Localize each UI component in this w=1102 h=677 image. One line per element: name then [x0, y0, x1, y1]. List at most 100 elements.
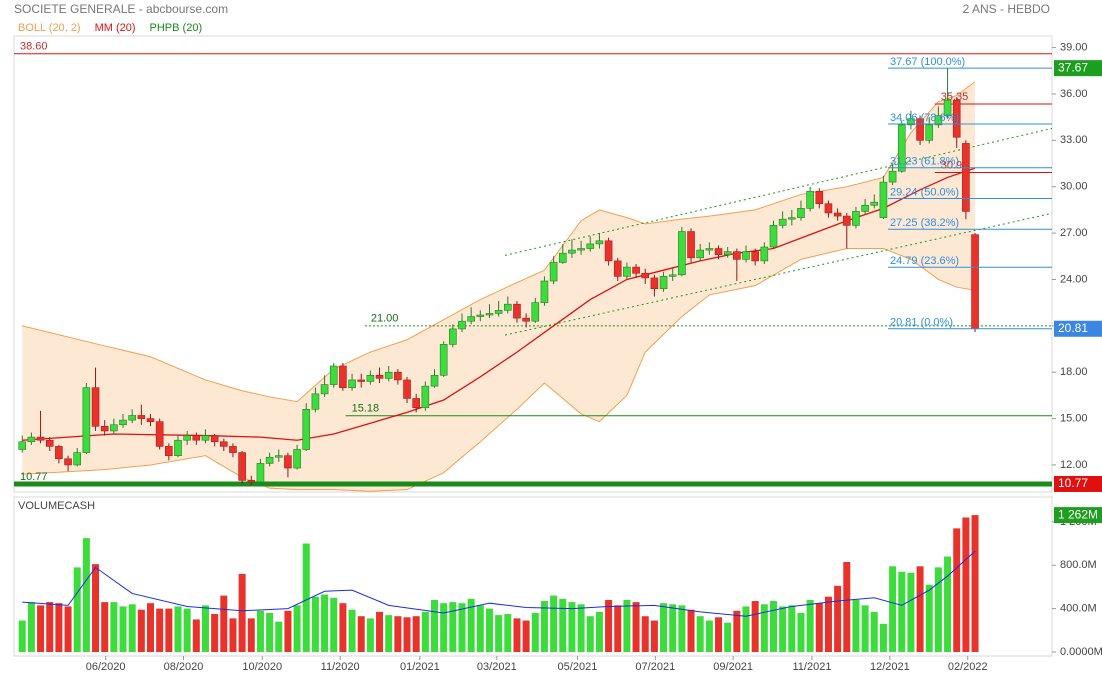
level-label: 21.00: [371, 313, 399, 325]
volume-bar: [256, 610, 264, 652]
volume-bar: [266, 612, 274, 652]
volume-bar: [284, 610, 292, 652]
volume-bar: [156, 608, 164, 652]
volume-bar: [101, 602, 109, 652]
volume-bar: [220, 595, 228, 652]
candle-body: [45, 439, 54, 447]
candle-body: [412, 398, 420, 409]
volume-bar: [449, 602, 457, 652]
candle-body: [467, 316, 475, 322]
price-pane: [13, 35, 1053, 493]
volume-bar: [147, 603, 155, 652]
candle-body: [165, 446, 173, 456]
x-tick-label: 11/2021: [792, 661, 831, 673]
volume-bar: [37, 605, 45, 652]
volume-bar: [641, 616, 649, 652]
candle-body: [687, 231, 695, 259]
volume-bar: [330, 597, 338, 652]
candle-body: [659, 276, 668, 290]
volume-bar: [376, 611, 384, 652]
volume-bar: [504, 614, 512, 652]
volume-bar: [431, 599, 439, 652]
bollinger-band: [22, 81, 976, 492]
volume-bar: [357, 616, 365, 652]
volume-bar: [495, 615, 503, 652]
volume-bar: [440, 603, 448, 652]
volume-bar: [586, 616, 594, 652]
volume-badge-label: 1 262M: [1058, 507, 1098, 521]
candle-body: [329, 365, 338, 385]
candle-body: [815, 191, 824, 205]
candle-body: [870, 201, 879, 206]
volume-bar: [339, 603, 347, 652]
volume-bar: [788, 605, 796, 652]
price-badge-label: 10.77: [1058, 476, 1088, 490]
volume-bar: [595, 611, 603, 652]
volume-bar: [458, 603, 466, 652]
volume-bar: [870, 611, 878, 652]
volume-bar: [229, 618, 237, 652]
volume-bar: [577, 604, 585, 652]
volume-bar: [632, 602, 640, 652]
x-tick-label: 09/2021: [713, 661, 753, 673]
x-tick-label: 01/2021: [400, 661, 440, 673]
x-tick-label: 11/2020: [321, 661, 360, 673]
level-label: 38.60: [20, 41, 48, 53]
volume-bar: [55, 603, 63, 652]
candle-body: [852, 211, 860, 226]
y-tick-label: 15.00: [1060, 412, 1088, 424]
candle-body: [842, 215, 851, 226]
candle-body: [861, 204, 869, 212]
fib-label: 34.06 (78.6%): [890, 112, 959, 124]
candle-body: [714, 248, 723, 256]
candle-body: [549, 262, 558, 282]
candle-body: [265, 456, 274, 464]
candle-body: [210, 435, 219, 443]
pane-title: VOLUMECASH: [18, 500, 95, 512]
candle-body: [613, 260, 622, 277]
volume-bar: [412, 616, 420, 652]
volume-bar: [925, 584, 933, 652]
candle-body: [394, 371, 402, 381]
volume-bar: [879, 623, 887, 652]
candle-body: [91, 387, 100, 427]
candle-body: [403, 379, 411, 399]
candle-body: [320, 384, 329, 395]
y-tick-label: 800.0M: [1060, 559, 1097, 571]
price-badge: [1054, 60, 1102, 77]
candle-body: [531, 302, 540, 322]
candle-body: [100, 426, 109, 432]
candle-body: [833, 212, 842, 217]
candle-body: [274, 455, 283, 458]
volume-bar: [687, 609, 695, 652]
volume-bar: [128, 604, 136, 652]
volume-pane: [13, 496, 1053, 657]
volume-bar: [568, 602, 576, 652]
candle-body: [238, 452, 246, 481]
candle-body: [897, 124, 906, 172]
candle-body: [155, 421, 164, 447]
candle-body: [366, 374, 375, 382]
volume-bar: [275, 621, 283, 652]
fib-label: 31.23 (61.8%): [890, 156, 959, 168]
volume-average: [22, 550, 976, 617]
fib-label: 20.81 (0.0%): [890, 317, 953, 329]
volume-bar: [953, 528, 961, 652]
x-tick-label: 12/2021: [870, 661, 910, 673]
volume-bar: [137, 609, 145, 652]
volume-bar: [476, 605, 484, 652]
chart-title: SOCIETE GENERALE - abcbourse.com: [14, 2, 228, 16]
volume-bar: [302, 543, 310, 652]
y-tick-label: 12.00: [1060, 459, 1088, 471]
volume-bar: [321, 594, 329, 652]
price-badge: [1054, 320, 1102, 337]
volume-bar: [944, 556, 952, 652]
candle-body: [137, 415, 146, 419]
candle-body: [678, 231, 686, 276]
candle-body: [293, 449, 301, 469]
price-badge-label: 20.81: [1058, 321, 1088, 335]
candle-body: [174, 439, 182, 456]
candle-body: [540, 280, 549, 303]
x-tick-label: 02/2022: [948, 661, 988, 673]
candle-body: [430, 374, 439, 387]
